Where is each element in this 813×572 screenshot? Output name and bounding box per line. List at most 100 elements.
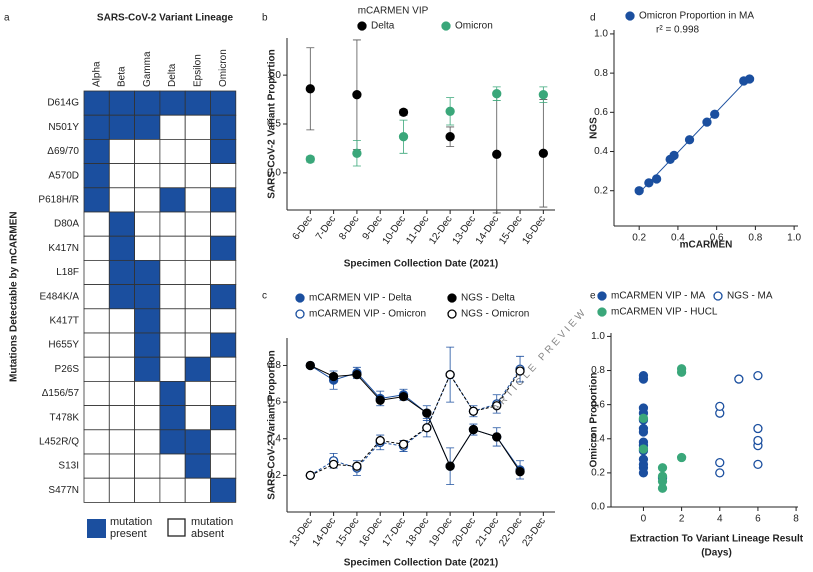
cell <box>210 380 237 406</box>
x-axis-label: Specimen Collection Date (2021) <box>344 558 499 569</box>
row-label: K417N <box>48 243 79 254</box>
cell <box>108 211 136 237</box>
x-tick-label: 0.4 <box>671 233 685 244</box>
row-label: K417T <box>50 316 79 327</box>
row-label: Δ156/57 <box>42 388 80 399</box>
y-tick-label: 0.2 <box>591 468 605 479</box>
x-tick-label: 17-Dec <box>381 516 409 549</box>
cell <box>134 235 161 261</box>
cell <box>83 90 110 116</box>
cell <box>184 90 211 116</box>
y-tick-label: 0.6 <box>594 107 608 118</box>
cell <box>134 211 161 237</box>
cell <box>134 356 161 382</box>
y-tick-label: 1.0 <box>591 331 605 342</box>
point <box>753 370 763 381</box>
y-tick-label: 0.5 <box>267 119 281 130</box>
row-label: H655Y <box>48 340 79 351</box>
column-label: Beta <box>117 66 128 87</box>
cell <box>159 405 186 431</box>
cell <box>184 211 211 237</box>
row-label: S477N <box>48 485 79 496</box>
cell <box>83 380 110 406</box>
column-label: Omicron <box>218 49 229 87</box>
x-tick-label: 0 <box>641 514 647 525</box>
legend-marker <box>597 307 607 317</box>
column-label: Gamma <box>142 51 153 87</box>
legend-marker <box>295 293 305 303</box>
fit-line <box>638 76 750 194</box>
cell <box>184 235 211 261</box>
point <box>445 106 455 116</box>
x-tick-label: 13-Dec <box>287 516 315 549</box>
cell <box>159 235 186 261</box>
point <box>468 424 479 435</box>
series-line <box>310 368 521 476</box>
legend-marker <box>713 291 723 301</box>
y-tick-label: 0.8 <box>591 365 605 376</box>
x-tick-label: 12-Dec <box>427 214 455 247</box>
row-label: L452R/Q <box>39 437 79 448</box>
point <box>375 395 385 405</box>
cell <box>159 138 186 164</box>
legend-label: mutation present <box>110 516 153 540</box>
x-tick-label: 15-Dec <box>334 516 362 549</box>
cell <box>210 429 237 455</box>
cell <box>108 477 136 503</box>
point <box>638 413 649 423</box>
cell <box>134 308 161 334</box>
cell <box>210 405 237 431</box>
cell <box>159 90 186 116</box>
point <box>305 84 315 94</box>
cell <box>108 332 136 358</box>
cell <box>83 163 110 189</box>
y-tick-label: 0.4 <box>594 146 608 157</box>
panel-label: e <box>590 291 596 302</box>
row-label: L18F <box>56 267 79 278</box>
point <box>753 459 763 470</box>
series-line <box>310 365 521 472</box>
cell <box>134 163 161 189</box>
legend-label: NGS - Omicron <box>461 309 529 320</box>
point <box>638 423 649 434</box>
point <box>422 423 432 433</box>
cell <box>134 284 161 310</box>
point <box>398 107 409 117</box>
panel-label: d <box>590 13 596 24</box>
y-axis-label: SARS-CoV-2 Variant Proportion <box>267 49 278 198</box>
panel-label: b <box>262 13 268 24</box>
x-tick-label: 0.8 <box>748 233 762 244</box>
y-tick-label: 0.4 <box>267 433 281 444</box>
legend-label: mCARMEN VIP - MA <box>611 291 706 302</box>
cell <box>108 163 136 189</box>
point <box>398 391 409 402</box>
x-tick-label: 18-Dec <box>404 516 432 549</box>
y-tick-label: 1.0 <box>267 70 281 81</box>
y-tick-label: 0.2 <box>267 470 281 481</box>
point <box>515 366 525 376</box>
cell <box>159 284 186 310</box>
point <box>644 178 654 188</box>
cell <box>108 356 136 382</box>
legend-label: mutation absent <box>191 516 234 540</box>
cell <box>159 211 186 237</box>
y-tick-label: 0.0 <box>267 168 281 179</box>
row-label: E484K/A <box>40 291 80 302</box>
point <box>715 401 725 412</box>
x-axis-label: Extraction To Variant Lineage Result <box>630 534 804 545</box>
point <box>492 149 502 159</box>
legend-label: mCARMEN VIP - HUCL <box>611 307 718 318</box>
cell <box>108 259 136 285</box>
annotation: r² = 0.998 <box>656 25 700 36</box>
cell <box>210 453 237 479</box>
point <box>651 174 662 184</box>
cell <box>159 453 186 479</box>
cell <box>159 163 186 189</box>
cell <box>134 380 161 406</box>
legend-marker <box>597 291 607 301</box>
column-label: Delta <box>167 63 178 87</box>
legend-swatch <box>167 518 186 537</box>
cell <box>159 114 186 140</box>
cell <box>210 138 237 164</box>
x-axis-label: mCARMEN <box>680 240 733 251</box>
